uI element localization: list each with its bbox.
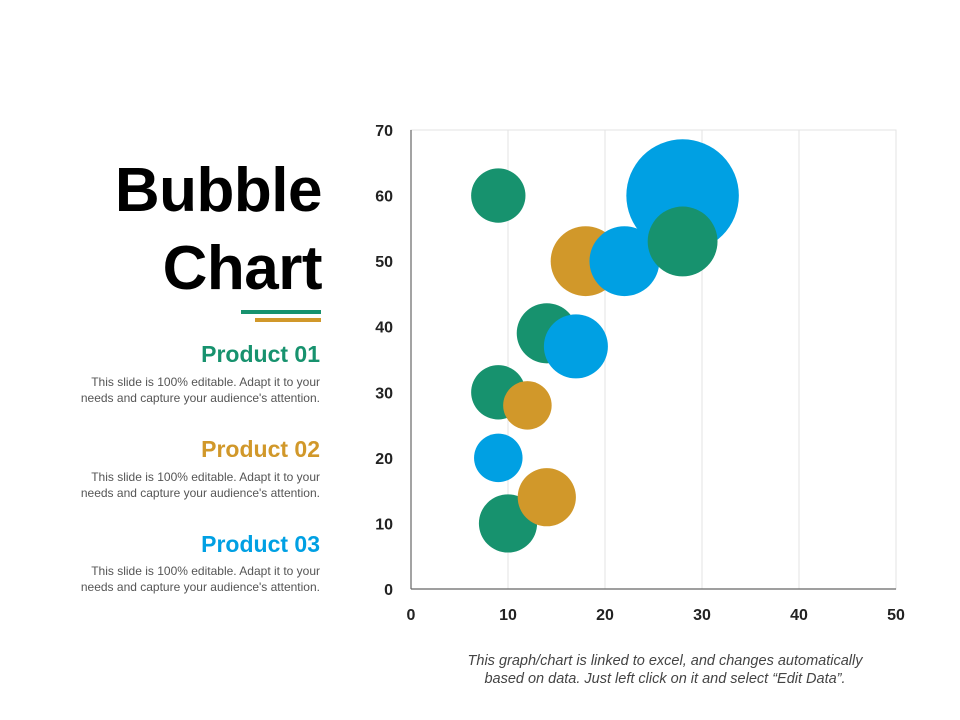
chart-note: This graph/chart is linked to excel, and… — [425, 652, 905, 688]
product-03-heading: Product 03 — [201, 531, 320, 557]
x-tick-label-50: 50 — [887, 607, 905, 624]
bubble-product-02-2 — [517, 468, 576, 527]
bubble-product-03-1 — [589, 226, 660, 297]
title-underline-green — [241, 310, 321, 314]
product-01-desc-line-2: needs and capture your audience's attent… — [80, 391, 320, 405]
slide-title-line-1: Bubble — [114, 156, 323, 225]
bubble-product-03-3 — [474, 433, 523, 483]
product-02-desc-line-1: This slide is 100% editable. Adapt it to… — [91, 470, 320, 484]
y-tick-label-50: 50 — [375, 254, 393, 271]
bubble-product-01-4 — [647, 206, 718, 277]
slide-title-line-2: Chart — [162, 234, 323, 303]
y-tick-label-40: 40 — [375, 320, 393, 337]
product-01-desc-line-1: This slide is 100% editable. Adapt it to… — [91, 375, 320, 389]
y-tick-label-0: 0 — [384, 582, 393, 599]
product-03-description: This slide is 100% editable. Adapt it to… — [30, 563, 320, 595]
title-underline-orange — [255, 318, 321, 322]
y-tick-label-60: 60 — [375, 189, 393, 206]
product-03-desc-line-1: This slide is 100% editable. Adapt it to… — [91, 564, 320, 578]
product-02-desc-line-2: needs and capture your audience's attent… — [80, 486, 320, 500]
product-01-heading: Product 01 — [201, 341, 320, 367]
x-tick-label-10: 10 — [499, 607, 517, 624]
product-02-heading: Product 02 — [201, 436, 320, 462]
y-tick-label-30: 30 — [375, 385, 393, 402]
x-tick-label-20: 20 — [596, 607, 614, 624]
product-01-description: This slide is 100% editable. Adapt it to… — [30, 374, 320, 406]
y-tick-label-20: 20 — [375, 451, 393, 468]
x-tick-label-0: 0 — [407, 607, 416, 624]
x-tick-label-40: 40 — [790, 607, 808, 624]
y-tick-label-70: 70 — [375, 123, 393, 140]
product-02-description: This slide is 100% editable. Adapt it to… — [30, 469, 320, 501]
chart-note-line-2: based on data. Just left click on it and… — [484, 671, 846, 687]
x-tick-label-30: 30 — [693, 607, 711, 624]
bubble-product-01-0 — [471, 168, 526, 223]
chart-note-line-1: This graph/chart is linked to excel, and… — [467, 653, 863, 669]
bubble-product-03-2 — [543, 314, 608, 379]
y-tick-label-10: 10 — [375, 516, 393, 533]
bubble-product-02-1 — [503, 381, 552, 430]
product-03-desc-line-2: needs and capture your audience's attent… — [80, 580, 320, 594]
